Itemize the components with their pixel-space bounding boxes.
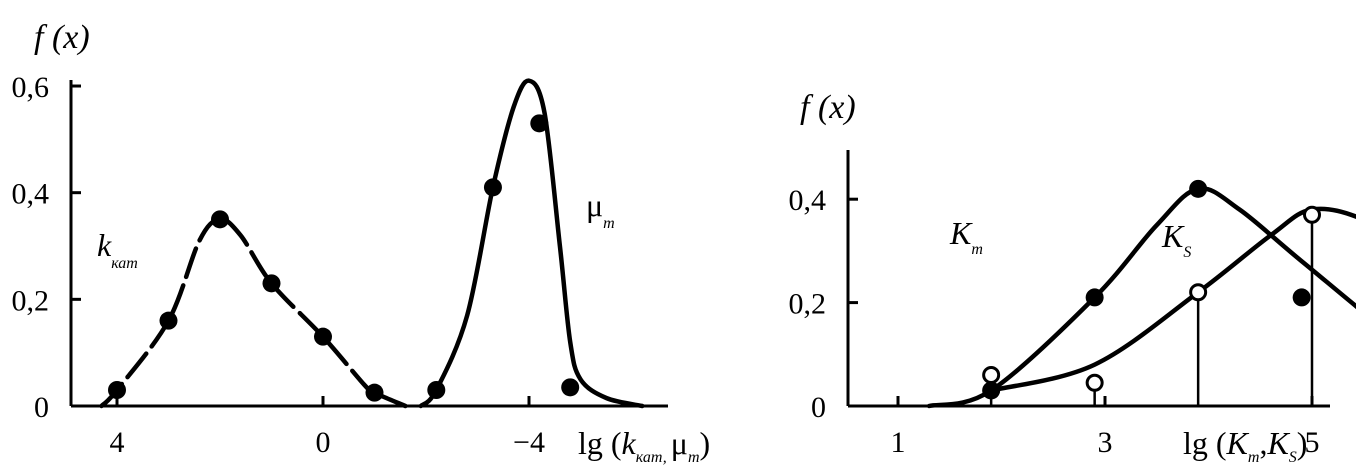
series-label-K-S-sub: S xyxy=(1183,244,1191,261)
series-label-k-kat: kкат xyxy=(97,227,138,272)
left-x-tick-label: 0 xyxy=(316,426,331,459)
left-x-label: lg (kкат, μm) xyxy=(578,425,710,466)
right-points xyxy=(982,179,1321,406)
right-y-tick-label: 0,2 xyxy=(789,288,827,321)
series-line-1-left xyxy=(418,78,645,409)
series-label-K-S-main: K xyxy=(1161,218,1185,254)
right-x-tick-label: 5 xyxy=(1305,426,1320,459)
right-panel: f (x) lg (Km,KS) 00,20,41 3 5 Km KS xyxy=(789,89,1356,466)
series-label-k-kat-main: k xyxy=(97,227,112,263)
series-label-k-kat-sub: кат xyxy=(111,255,138,272)
left-y-tick-label: 0,6 xyxy=(12,71,50,104)
left-ticks: 0 0,2 0,4 0,6 4 0 −4 xyxy=(12,71,545,459)
series-line-0-right xyxy=(926,186,1356,409)
left-x-label-prefix: lg ( xyxy=(578,425,622,461)
left-y-tick-label: 0,2 xyxy=(12,284,50,317)
data-point-filled xyxy=(561,378,580,397)
left-x-label-k: k xyxy=(622,425,637,461)
series-line-0-left xyxy=(99,217,408,409)
right-curves xyxy=(926,186,1356,409)
series-label-K-m: Km xyxy=(949,215,983,258)
left-x-label-mu-sub: m xyxy=(688,449,700,466)
left-x-label-k-sub: кат, xyxy=(636,449,667,466)
data-point-filled xyxy=(1292,288,1311,307)
left-points xyxy=(108,114,580,402)
left-curves xyxy=(99,78,645,409)
data-point-open xyxy=(982,365,1001,384)
right-x-label-comma: , xyxy=(1259,425,1267,461)
series-label-K-m-main: K xyxy=(949,215,973,251)
data-point-filled xyxy=(1189,179,1208,198)
series-line-1-right xyxy=(988,206,1356,393)
right-x-label-prefix: lg ( xyxy=(1183,425,1227,461)
data-point-filled xyxy=(365,383,384,402)
data-point-open xyxy=(1085,373,1104,392)
series-label-mu-m: μm xyxy=(586,187,615,232)
left-y-label: f (x) xyxy=(34,19,90,56)
data-point-filled xyxy=(159,311,178,330)
right-y-tick-label: 0,4 xyxy=(789,184,827,217)
left-x-tick-label: −4 xyxy=(513,426,545,459)
right-x-label: lg (Km,KS) xyxy=(1183,425,1307,466)
data-point-open xyxy=(1303,205,1321,224)
left-x-tick-label: 4 xyxy=(110,426,125,459)
data-point-filled xyxy=(530,114,549,133)
data-point-filled xyxy=(1085,288,1104,307)
data-point-filled xyxy=(108,381,126,400)
right-y-label: f (x) xyxy=(800,89,856,126)
right-ticks: 0 0,2 0,4 1 3 5 xyxy=(789,184,1320,459)
data-point-filled xyxy=(427,381,446,400)
left-y-tick-label: 0,4 xyxy=(12,178,50,211)
series-label-K-m-sub: m xyxy=(971,241,983,258)
right-x-label-b: K xyxy=(1266,425,1290,461)
left-panel: f (x) lg (kкат, μm) 00,20,40,64 0 −4 kкат μ… xyxy=(12,19,711,466)
right-x-label-suffix: ) xyxy=(1297,425,1308,461)
right-x-label-b-sub: S xyxy=(1289,449,1297,466)
series-label-K-S: KS xyxy=(1161,218,1191,261)
right-x-tick-label: 3 xyxy=(1098,426,1113,459)
left-x-label-suffix: ) xyxy=(700,425,711,461)
series-label-mu-m-main: μ xyxy=(586,187,603,223)
right-y-tick-label: 0 xyxy=(811,391,826,424)
data-point-filled xyxy=(211,210,229,229)
right-x-label-a: K xyxy=(1226,425,1250,461)
series-label-mu-m-sub: m xyxy=(603,215,615,232)
left-y-tick-label: 0 xyxy=(34,391,49,424)
left-x-label-mu: μ xyxy=(671,425,688,461)
right-x-tick-label: 1 xyxy=(891,426,906,459)
data-point-open xyxy=(1189,283,1208,302)
data-point-filled xyxy=(483,178,502,197)
data-point-filled xyxy=(314,327,332,346)
right-x-label-a-sub: m xyxy=(1248,449,1260,466)
data-point-filled xyxy=(262,274,281,293)
